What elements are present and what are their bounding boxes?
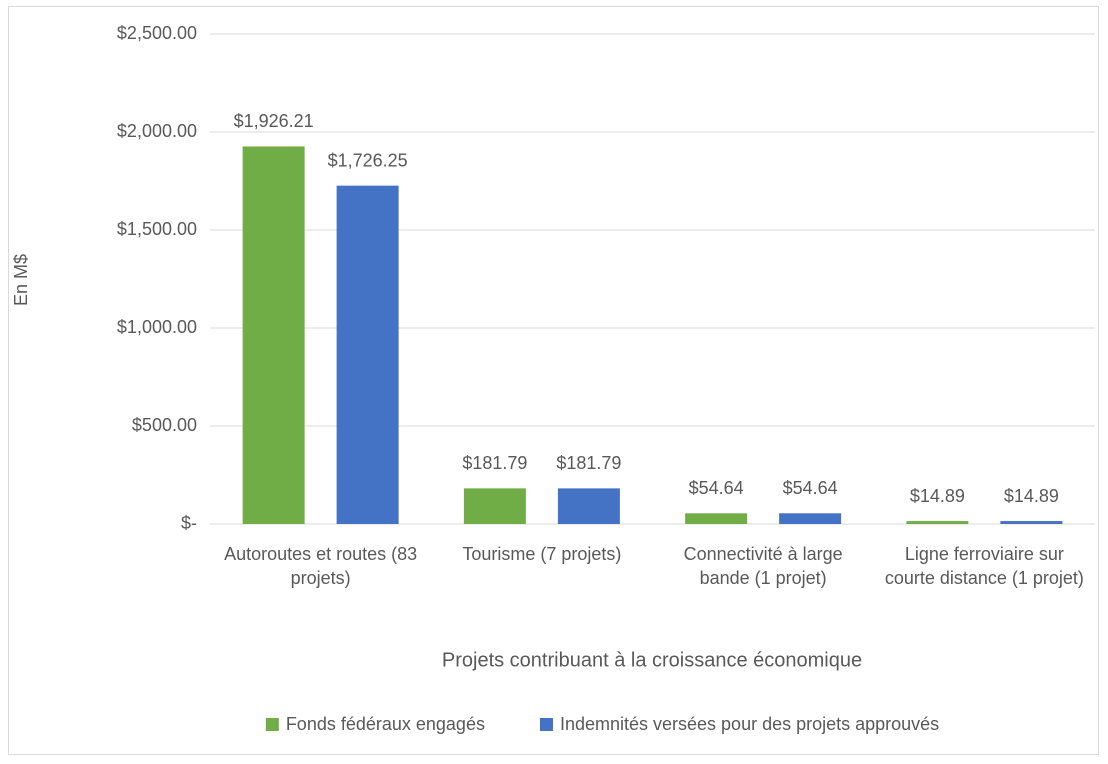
x-tick-label: Ligne ferroviaire sur courte distance (1… [884, 544, 1084, 588]
y-tick-label: $2,000.00 [117, 121, 197, 141]
chart-border [8, 6, 1099, 755]
bar [463, 488, 526, 524]
x-tick-label-box: Ligne ferroviaire sur courte distance (1… [884, 544, 1084, 588]
y-tick-label: $500.00 [132, 415, 197, 435]
bar [685, 513, 748, 524]
value-label: $181.79 [556, 453, 621, 473]
bar [557, 488, 620, 524]
legend-swatch [265, 718, 279, 731]
y-tick-label: $1,500.00 [117, 219, 197, 239]
bar [1000, 521, 1063, 524]
bar [906, 521, 969, 524]
x-axis-title: Projets contribuant à la croissance écon… [442, 649, 862, 671]
y-axis-title: En M$ [11, 254, 31, 306]
value-label: $14.89 [1004, 486, 1059, 506]
y-tick-label: $- [181, 513, 197, 533]
x-tick-label-box: Autoroutes et routes (83 projets) [224, 544, 418, 588]
legend-label: Fonds fédéraux engagés [286, 714, 485, 734]
y-tick-label: $1,000.00 [117, 317, 197, 337]
x-tick-label: Tourisme (7 projets) [462, 544, 622, 564]
x-tick-label: Autoroutes et routes (83 projets) [224, 544, 418, 588]
y-tick-label: $2,500.00 [117, 23, 197, 43]
value-label: $181.79 [462, 453, 527, 473]
value-label: $54.64 [783, 478, 838, 498]
legend-swatch [539, 718, 553, 731]
legend: Fonds fédéraux engagés Indemnités versées… [265, 714, 939, 734]
legend-label: Indemnités versées pour des projets appr… [560, 714, 939, 734]
value-label: $54.64 [689, 478, 744, 498]
value-label: $1,926.21 [234, 111, 314, 131]
value-label: $1,726.25 [328, 150, 408, 170]
value-label: $14.89 [910, 486, 965, 506]
x-tick-label: Connectivité à large bande (1 projet) [683, 544, 843, 588]
bar [336, 185, 399, 524]
bar [242, 146, 305, 525]
bar [779, 513, 842, 524]
x-tick-label-box: Tourisme (7 projets) [462, 544, 622, 564]
x-tick-label-box: Connectivité à large bande (1 projet) [683, 544, 843, 588]
